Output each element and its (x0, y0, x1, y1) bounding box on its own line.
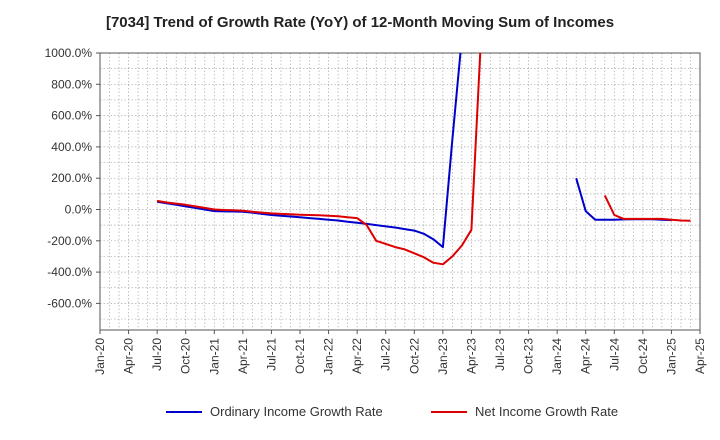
x-tick-label: Apr-22 (350, 338, 364, 374)
x-tick-label: Jan-23 (436, 338, 450, 375)
x-tick-label: Apr-24 (579, 338, 593, 374)
x-tick-label: Apr-25 (693, 338, 707, 374)
y-tick-label: -200.0% (47, 234, 92, 248)
chart-title: [7034] Trend of Growth Rate (YoY) of 12-… (105, 14, 615, 31)
legend-item-net: Net Income Growth Rate (431, 404, 618, 419)
x-tick-label: Jul-23 (493, 338, 507, 371)
x-tick-label: Oct-21 (293, 338, 307, 374)
x-tick-label: Apr-20 (122, 338, 136, 374)
plot-background (100, 53, 700, 330)
plot-frame (99, 52, 701, 331)
x-tick-label: Jul-21 (264, 338, 278, 371)
legend-item-ordinary: Ordinary Income Growth Rate (166, 404, 383, 419)
x-tick-label: Apr-21 (236, 338, 250, 374)
y-tick-label: 0.0% (65, 202, 93, 216)
series-line-net-2 (603, 194, 691, 222)
x-tick-label: Jan-21 (207, 338, 221, 375)
x-tick-label: Jan-20 (93, 338, 107, 375)
legend-label-net: Net Income Growth Rate (475, 404, 619, 419)
y-tick-label: 800.0% (51, 77, 92, 91)
x-tick-label: Jul-22 (379, 338, 393, 371)
x-tick-label: Jan-25 (664, 338, 678, 375)
legend: Ordinary Income Growth Rate Net Income G… (0, 404, 720, 426)
legend-swatch-net (431, 410, 467, 413)
series-line-net-1 (156, 53, 482, 266)
x-tick-label: Apr-23 (464, 338, 478, 374)
y-tick-label: 400.0% (51, 140, 92, 154)
x-tick-label: Oct-20 (179, 338, 193, 374)
legend-label-ordinary: Ordinary Income Growth Rate (210, 404, 383, 419)
y-tick-label: 200.0% (51, 171, 92, 185)
x-tick-label: Jan-24 (550, 338, 564, 375)
x-tick-label: Oct-24 (636, 338, 650, 374)
legend-swatch-ordinary (166, 410, 202, 413)
x-tick-label: Jan-22 (322, 338, 336, 375)
x-tick-label: Jul-20 (150, 338, 164, 371)
y-tick-label: -600.0% (47, 296, 92, 310)
x-tick-label: Jul-24 (607, 338, 621, 371)
x-tick-label: Oct-23 (522, 338, 536, 374)
y-tick-label: 1000.0% (45, 46, 93, 60)
y-tick-label: -400.0% (47, 265, 92, 279)
series-line-ordinary-1 (156, 53, 462, 249)
y-tick-label: 600.0% (51, 109, 92, 123)
x-tick-label: Oct-22 (407, 338, 421, 374)
